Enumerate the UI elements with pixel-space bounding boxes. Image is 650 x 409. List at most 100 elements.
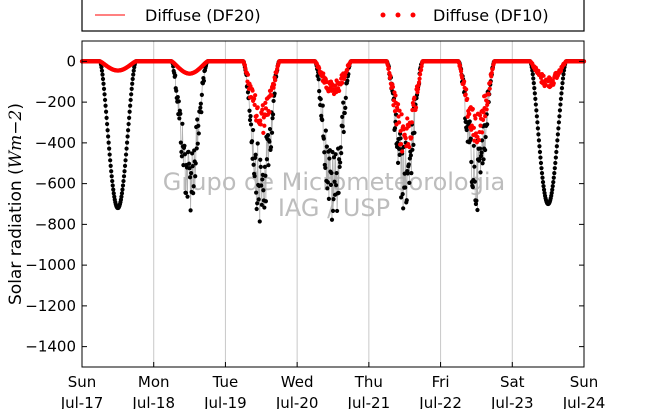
- df20-point: [324, 144, 329, 149]
- df10-point: [243, 66, 248, 71]
- df20-point: [194, 146, 199, 151]
- df20-point: [472, 164, 477, 169]
- df10-point: [478, 123, 483, 128]
- df20-point: [322, 150, 327, 155]
- df20-point: [270, 116, 275, 121]
- df20-point: [182, 143, 187, 148]
- df20-point: [106, 140, 111, 145]
- df10-point: [481, 110, 486, 115]
- x-tick-label-date: Jul-22: [418, 394, 462, 409]
- df20-point: [540, 175, 545, 180]
- df20-point: [464, 127, 469, 133]
- df20-point: [342, 110, 347, 116]
- df20-point: [185, 194, 190, 199]
- df20-point: [173, 73, 178, 78]
- df20-point: [198, 105, 203, 110]
- df20-point: [102, 92, 107, 97]
- df20-point: [267, 126, 273, 132]
- df20-point: [338, 160, 343, 165]
- df20-point: [404, 198, 409, 203]
- df20-point: [339, 151, 344, 156]
- df20-point: [265, 133, 271, 138]
- df20-point: [119, 191, 125, 196]
- df10-point: [403, 136, 408, 141]
- df20-point: [315, 73, 320, 79]
- df20-point: [175, 95, 180, 100]
- df20-point: [539, 166, 544, 171]
- df20-point: [334, 208, 340, 214]
- df20-point: [329, 170, 334, 176]
- df20-point: [399, 195, 404, 200]
- df20-point: [320, 103, 325, 108]
- df10-point: [406, 124, 411, 129]
- df10-point: [412, 95, 417, 100]
- df20-point: [174, 88, 179, 93]
- df20-point: [537, 149, 543, 155]
- df20-point: [479, 138, 485, 143]
- df20-point: [530, 72, 535, 77]
- df20-point: [107, 146, 112, 151]
- df20-point: [263, 173, 268, 178]
- df20-point: [392, 126, 398, 131]
- df20-point: [471, 143, 476, 148]
- df10-point: [407, 144, 412, 150]
- df10-point: [558, 68, 564, 74]
- df20-point: [558, 102, 563, 107]
- df20-point: [403, 185, 408, 190]
- df20-point: [555, 138, 560, 143]
- df20-point: [323, 165, 328, 170]
- df20-point: [478, 153, 484, 159]
- df20-point: [198, 101, 203, 106]
- x-tick-label-day: Thu: [354, 373, 383, 391]
- df10-point: [399, 112, 404, 117]
- df20-point: [100, 76, 106, 82]
- df10-point: [397, 108, 402, 113]
- df10-point: [261, 130, 266, 136]
- df10-point: [252, 96, 257, 101]
- df20-point: [323, 128, 328, 133]
- df20-point: [480, 161, 485, 166]
- y-tick-label: −200: [35, 93, 76, 111]
- df20-point: [538, 155, 543, 160]
- df20-point: [258, 157, 263, 162]
- df20-point: [128, 103, 133, 108]
- df20-point: [129, 92, 134, 97]
- plot-frame: [81, 40, 585, 368]
- df20-point: [127, 115, 132, 120]
- df20-point: [481, 157, 486, 162]
- df10-point: [396, 114, 401, 119]
- df20-point: [121, 178, 126, 184]
- df20-point: [332, 179, 337, 184]
- df20-point: [398, 136, 403, 141]
- df20-point: [317, 89, 322, 94]
- df10-point: [475, 134, 480, 140]
- df20-point: [101, 81, 106, 86]
- df20-point: [110, 183, 115, 188]
- df20-point: [556, 120, 562, 125]
- df20-point: [316, 77, 321, 82]
- df20-point: [105, 121, 110, 127]
- df10-point: [267, 110, 272, 115]
- df10-point: [476, 138, 482, 143]
- df10-point: [483, 114, 488, 119]
- df20-point: [107, 152, 112, 157]
- df20-point: [550, 187, 555, 192]
- df20-point: [120, 183, 126, 188]
- df20-point: [109, 169, 114, 174]
- df20-point: [187, 166, 192, 171]
- df20-point: [196, 131, 201, 136]
- df10-point: [490, 66, 495, 71]
- df20-point: [532, 91, 537, 96]
- df20-point: [178, 111, 183, 116]
- df20-point: [193, 174, 198, 179]
- df20-point: [270, 112, 276, 117]
- df20-point: [406, 162, 411, 167]
- df20-point: [256, 197, 261, 202]
- df20-point: [333, 152, 338, 157]
- series-df10: [79, 59, 587, 154]
- df10-point: [489, 74, 494, 79]
- df20-point: [126, 128, 131, 133]
- df20-point: [247, 117, 253, 123]
- df20-point: [178, 140, 183, 145]
- df20-point: [541, 183, 546, 189]
